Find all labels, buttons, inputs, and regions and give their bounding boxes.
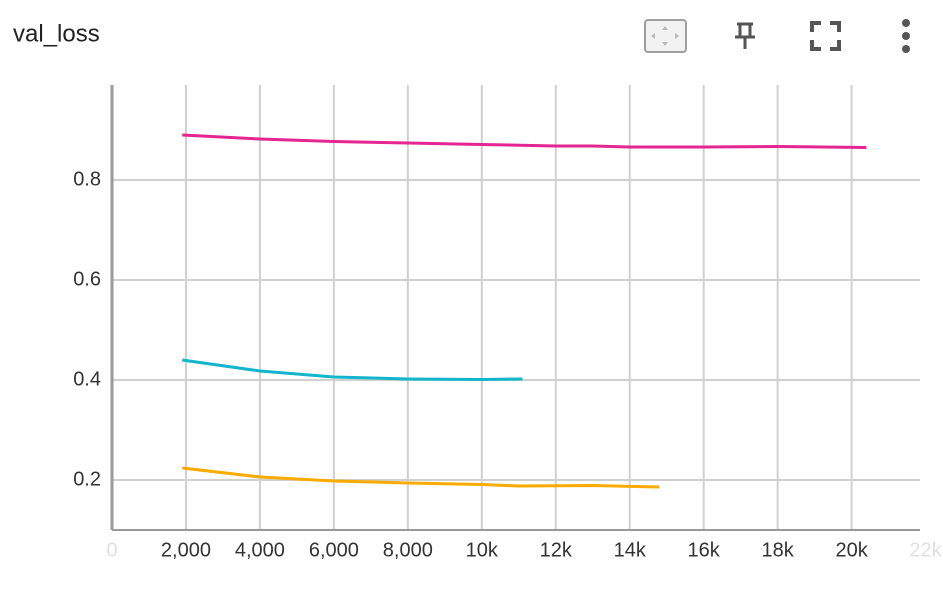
pin-button[interactable] [735,22,755,49]
more-button[interactable] [902,19,910,53]
pin-icon [735,22,755,49]
x-tick-label: 2,000 [161,539,211,561]
series-line [182,358,523,381]
x-tick-label: 8,000 [383,539,433,561]
x-tick-label: 18k [762,539,795,561]
y-tick-label: 0.4 [73,368,101,390]
fit-icon-frame [644,19,687,53]
x-tick-label: 12k [540,539,573,561]
more-dot [902,45,910,53]
y-tick-label: 0.6 [73,268,101,290]
fit-icon-arrows [651,26,679,46]
x-tick-label: 22k [909,539,942,561]
fullscreen-button[interactable] [810,21,841,51]
more-dot [902,19,910,27]
fullscreen-icon [810,21,841,51]
chart-title: val_loss [13,20,100,47]
x-tick-label: 6,000 [309,539,359,561]
x-tick-label: 14k [614,539,647,561]
series-line [182,133,867,149]
series-line [182,466,660,489]
fit-domain-button[interactable] [644,19,687,53]
y-tick-label: 0.8 [73,168,101,190]
x-tick-label: 10k [466,539,499,561]
x-tick-label: 4,000 [235,539,285,561]
y-tick-label: 0.2 [73,468,101,490]
x-tick-label: 20k [835,539,868,561]
x-tick-label: 0 [106,539,117,561]
more-dot [902,32,910,40]
x-tick-label: 16k [688,539,721,561]
